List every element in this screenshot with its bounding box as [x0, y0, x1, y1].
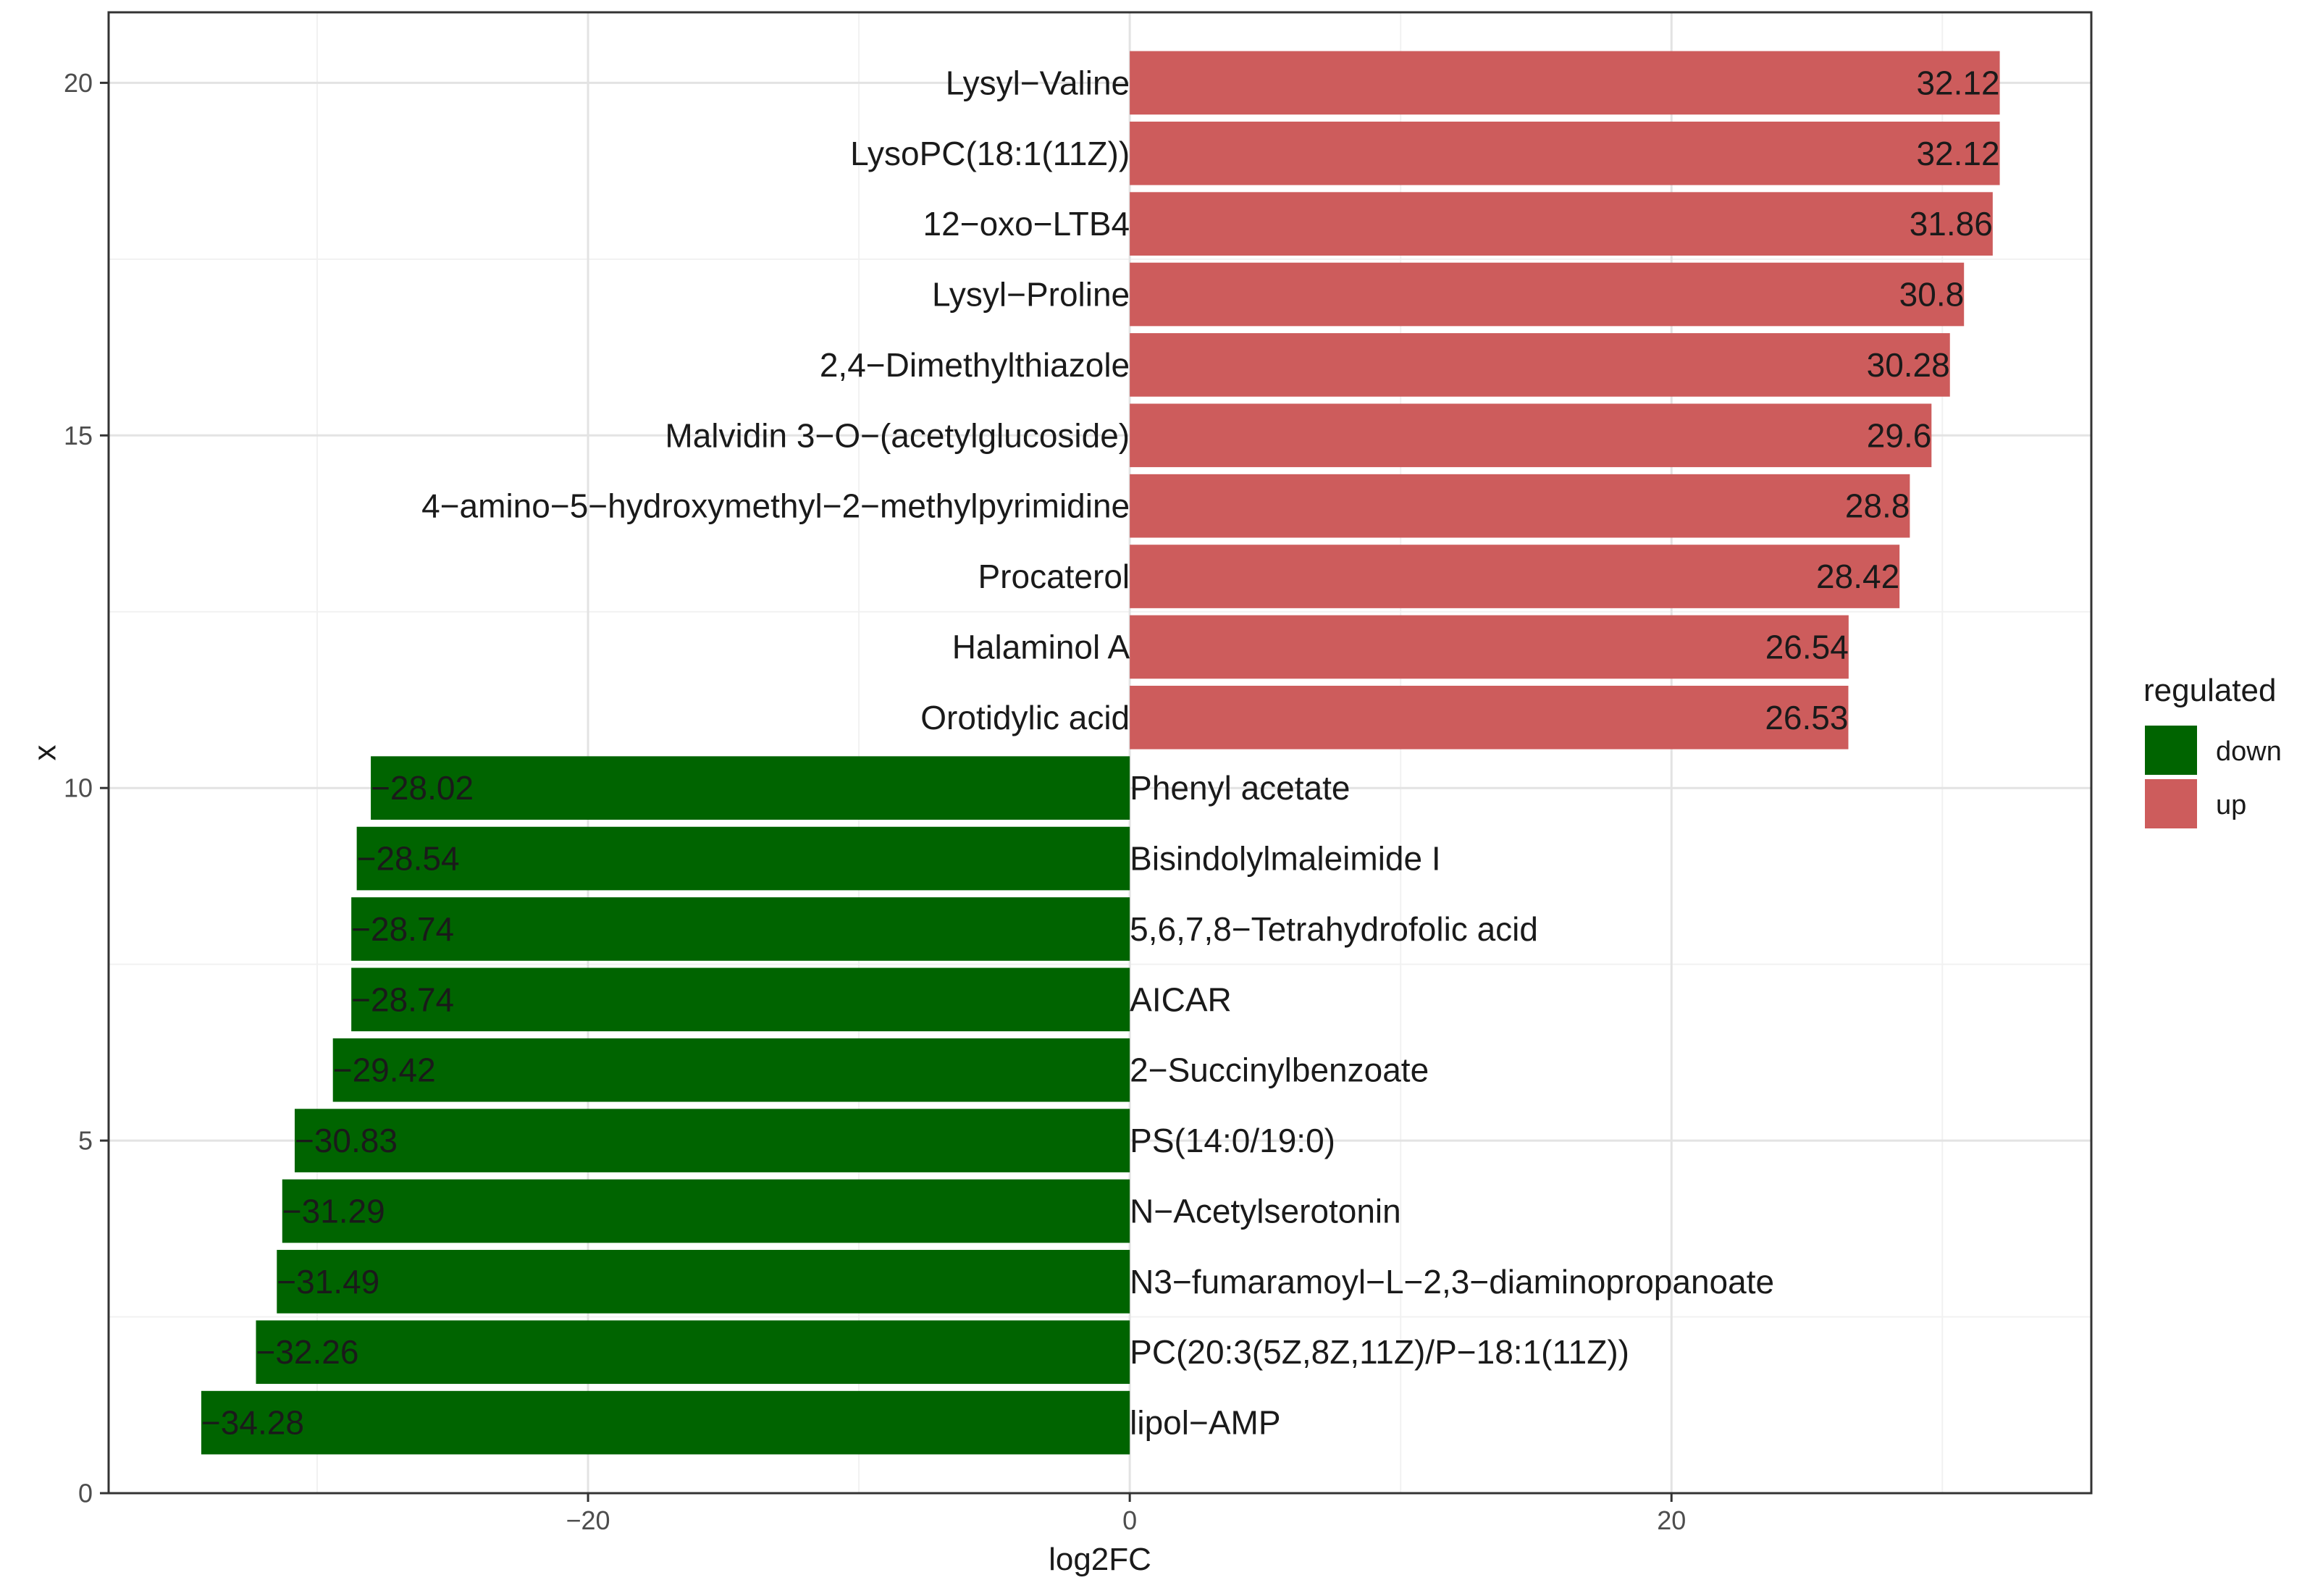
bar-down: [277, 1250, 1130, 1314]
bar-value-label: −29.42: [333, 1051, 436, 1089]
legend-label-up: up: [2216, 790, 2246, 820]
legend-key-up: [2145, 779, 2197, 828]
bar-value-label: −28.74: [351, 910, 454, 948]
bar-value-label: −28.54: [357, 840, 460, 878]
bar-category-label: Halaminol A: [952, 628, 1130, 665]
bar-down: [201, 1390, 1130, 1455]
bar-value-label: 29.6: [1867, 416, 1932, 454]
x-tick-label: 20: [1657, 1505, 1686, 1535]
bar-category-label: Malvidin 3−O−(acetylglucoside): [665, 416, 1130, 454]
x-tick-label: 0: [1122, 1505, 1137, 1535]
legend: regulated down up: [2143, 673, 2282, 828]
bar-up: [1130, 474, 1910, 538]
y-axis-ticks: 0 5 10 15 20: [64, 68, 109, 1508]
y-tick-label: 20: [64, 68, 93, 98]
bar-category-label: Lysyl−Proline: [932, 276, 1130, 314]
bar-down: [371, 756, 1130, 820]
bar-category-label: N−Acetylserotonin: [1130, 1192, 1401, 1230]
bar-down: [351, 897, 1130, 961]
bar-up: [1130, 192, 1993, 256]
bar-category-label: 12−oxo−LTB4: [923, 205, 1130, 243]
y-tick-label: 15: [64, 421, 93, 450]
panel-border: [107, 11, 2093, 1495]
bar-category-label: 5,6,7,8−Tetrahydrofolic acid: [1130, 910, 1538, 948]
bar-category-label: Procaterol: [978, 558, 1130, 595]
y-axis-title: x: [28, 745, 63, 761]
grid-minor: [109, 12, 2091, 1493]
x-tick-label: −20: [566, 1505, 610, 1535]
bar-category-label: PC(20:3(5Z,8Z,11Z)/P−18:1(11Z)): [1130, 1333, 1629, 1371]
bar-down: [282, 1179, 1130, 1243]
bar-up: [1130, 262, 1965, 327]
bar-category-label: Phenyl acetate: [1130, 769, 1350, 807]
bar-category-label: 2−Succinylbenzoate: [1130, 1051, 1429, 1089]
bar-category-label: AICAR: [1130, 980, 1232, 1018]
bar-down: [294, 1109, 1130, 1172]
bar-value-label: 28.8: [1845, 487, 1910, 525]
bar-value-label: 32.12: [1916, 135, 1999, 172]
y-tick-label: 10: [64, 773, 93, 803]
bar-value-label: −30.83: [295, 1122, 398, 1159]
bar-value-label: −31.29: [282, 1192, 385, 1230]
bar-up: [1130, 121, 2000, 185]
bar-up: [1130, 51, 2000, 115]
legend-title: regulated: [2143, 673, 2276, 708]
x-axis-title: log2FC: [1049, 1542, 1151, 1577]
y-tick-label: 5: [78, 1126, 93, 1156]
bar-value-label: −28.74: [351, 980, 454, 1018]
bar-value-label: −31.49: [277, 1263, 379, 1301]
bar-down: [332, 1038, 1130, 1102]
bar-category-label: LysoPC(18:1(11Z)): [850, 135, 1130, 172]
bar-value-label: 28.42: [1816, 558, 1899, 595]
x-axis-ticks: −20 0 20: [566, 1493, 1686, 1535]
bar-value-label: −32.26: [256, 1333, 358, 1371]
bar-up: [1130, 333, 1950, 397]
bar-category-label: Bisindolylmaleimide I: [1130, 840, 1441, 878]
bar-value-label: −34.28: [201, 1404, 304, 1442]
bar-up: [1130, 403, 1932, 468]
legend-key-down: [2145, 726, 2197, 775]
bar-value-label: 26.54: [1765, 628, 1849, 665]
bar-up: [1130, 545, 1900, 608]
bar-category-label: Lysyl−Valine: [946, 64, 1130, 101]
y-tick-label: 0: [78, 1479, 93, 1508]
bar-value-label: 32.12: [1916, 64, 1999, 101]
bar-value-label: 30.28: [1867, 346, 1950, 384]
bar-category-label: 2,4−Dimethylthiazole: [820, 346, 1130, 384]
bar-value-label: 26.53: [1765, 699, 1848, 736]
bar-category-label: lipol−AMP: [1130, 1404, 1280, 1442]
bar-down: [356, 826, 1130, 891]
bar-value-label: −28.02: [371, 769, 474, 807]
bar-up: [1130, 615, 1849, 679]
bar-up: [1130, 685, 1849, 749]
bar-value-label: 30.8: [1899, 276, 1965, 314]
category-labels: Lysyl−Valine LysoPC(18:1(11Z)) 12−oxo−LTB4…: [421, 64, 1774, 1441]
bar-down: [351, 967, 1130, 1032]
value-labels: 32.12 32.12 31.86 30.8 30.28 29.6 28.8 28.42 26.…: [201, 64, 2000, 1441]
bar-series: [201, 51, 2000, 1455]
bar-category-label: Orotidylic acid: [920, 699, 1130, 736]
legend-label-down: down: [2216, 736, 2282, 767]
bar-category-label: PS(14:0/19:0): [1130, 1122, 1335, 1159]
bar-value-label: 31.86: [1910, 205, 1993, 243]
bar-category-label: N3−fumaramoyl−L−2,3−diaminopropanoate: [1130, 1263, 1774, 1301]
bar-category-label: 4−amino−5−hydroxymethyl−2−methylpyrimidi…: [421, 487, 1130, 525]
bar-down: [256, 1320, 1130, 1385]
